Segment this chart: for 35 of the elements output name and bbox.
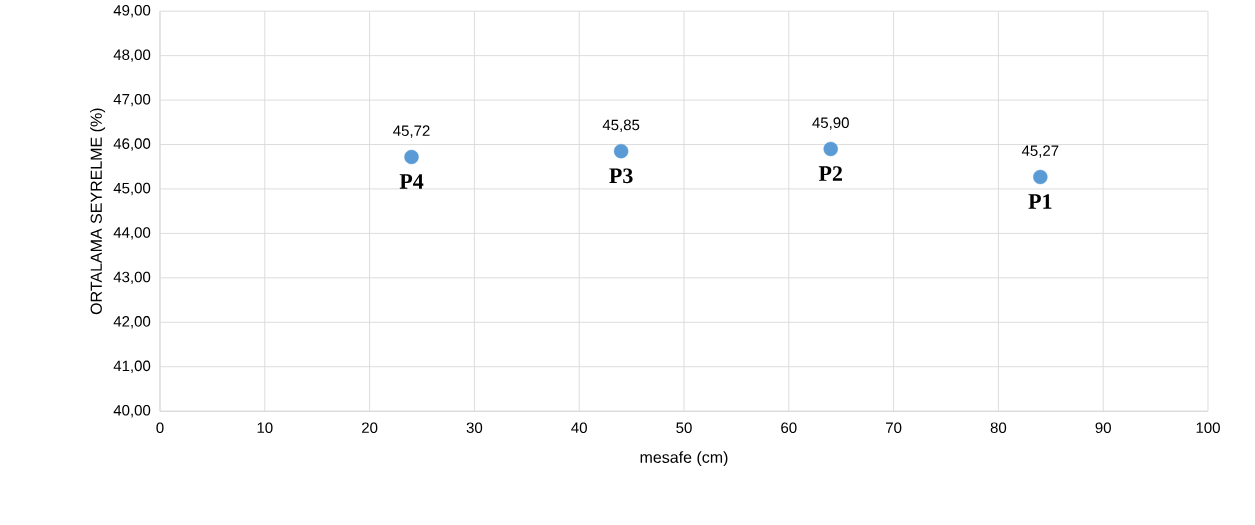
y-tick-label: 43,00	[113, 271, 151, 284]
y-tick-label: 45,00	[113, 182, 151, 196]
data-label: 45,85	[602, 119, 640, 132]
x-tick-label: 100	[1196, 422, 1220, 433]
point	[613, 143, 629, 159]
x-tick-label: 90	[1095, 422, 1111, 433]
y-tick-label: 40,00	[113, 404, 151, 418]
x-tick-label: 40	[571, 422, 587, 433]
y-axis-title: ORTALAMA SEYRELME (%)	[90, 108, 106, 315]
data-label: 45,72	[393, 125, 430, 138]
x-tick-label: 50	[676, 422, 692, 433]
data-label: 45,90	[812, 117, 849, 130]
point	[404, 149, 419, 165]
y-tick-label: 41,00	[113, 360, 151, 373]
x-tick-label: 60	[781, 422, 797, 433]
y-tick-label: 49,00	[113, 4, 151, 18]
x-tick-label: 70	[886, 422, 902, 433]
annotation: P3	[609, 168, 633, 184]
point	[823, 141, 838, 157]
x-tick-label: 80	[990, 422, 1007, 433]
y-tick-label: 46,00	[113, 138, 151, 151]
annotation: P1	[1028, 194, 1052, 209]
y-tick-label: 47,00	[113, 93, 151, 107]
x-tick-label: 20	[362, 422, 378, 433]
y-tick-label: 48,00	[113, 49, 151, 62]
point	[1033, 169, 1048, 185]
x-tick-label: 30	[466, 422, 483, 433]
x-tick-label: 0	[156, 422, 164, 433]
y-tick-label: 44,00	[113, 227, 151, 240]
y-tick-label: 42,00	[113, 316, 151, 329]
annotation: P4	[399, 174, 424, 189]
data-label: 45,27	[1021, 145, 1059, 158]
annotation: P2	[818, 166, 842, 181]
x-axis-title: mesafe (cm)	[640, 451, 728, 467]
x-tick-label: 10	[257, 422, 273, 433]
